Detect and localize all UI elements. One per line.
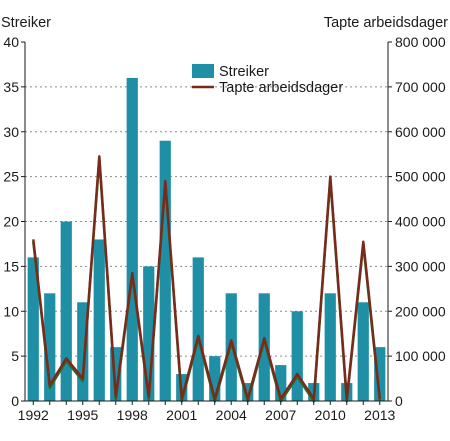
bar-2000: [159, 140, 171, 401]
left-tick-label: 5: [11, 348, 19, 364]
series-line-tapte-arbeidsdager: [32, 155, 382, 401]
bar-1998: [126, 77, 138, 402]
x-tick-label: 1992: [18, 407, 49, 423]
right-axis-title: Tapte arbeidsdager: [324, 15, 448, 31]
left-tick-label: 25: [3, 169, 19, 185]
left-tick-label: 0: [11, 393, 19, 409]
right-tick-label: 400 000: [395, 214, 446, 230]
left-axis-title: Streiker: [1, 15, 51, 31]
bar-2012: [357, 302, 369, 401]
line-series: [32, 155, 382, 403]
bar-1997: [110, 347, 122, 401]
x-tick-label: 2013: [364, 407, 395, 423]
bar-2006: [258, 293, 270, 401]
left-tick-label: 30: [3, 124, 19, 140]
right-tick-label: 800 000: [395, 34, 446, 50]
right-tick-label: 0: [395, 393, 403, 409]
left-tick-label: 40: [3, 34, 19, 50]
bar-2005: [242, 383, 254, 401]
bar-series: [27, 77, 386, 402]
x-tick-label: 2001: [166, 407, 197, 423]
bar-2002: [192, 257, 204, 401]
x-tick-label: 2007: [265, 407, 296, 423]
bar-1999: [143, 266, 155, 401]
bar-2010: [324, 293, 336, 401]
legend-label-streiker: Streiker: [219, 64, 269, 80]
x-tick-label: 2004: [216, 407, 247, 423]
legend: Streiker Tapte arbeidsdager: [192, 64, 343, 96]
right-tick-label: 500 000: [395, 169, 446, 185]
left-tick-label: 15: [3, 258, 19, 274]
x-tick-label: 2010: [315, 407, 346, 423]
axes: 0 5 10 15 20 25 30 35 40 0 100 000 200 000 300 000 40…: [3, 34, 445, 423]
bar-1995: [77, 302, 89, 401]
legend-label-tapte-arbeidsdager: Tapte arbeidsdager: [219, 80, 343, 96]
right-tick-label: 300 000: [395, 258, 446, 274]
bar-1996: [93, 239, 105, 401]
x-tick-label: 1995: [67, 407, 98, 423]
right-tick-label: 200 000: [395, 303, 446, 319]
right-tick-label: 600 000: [395, 124, 446, 140]
x-tick-label: 1998: [117, 407, 148, 423]
bar-2007: [275, 365, 287, 401]
right-tick-label: 100 000: [395, 348, 446, 364]
legend-swatch-streiker: [192, 64, 214, 78]
bar-2013: [374, 347, 386, 401]
left-tick-label: 10: [3, 303, 19, 319]
left-tick-label: 35: [3, 79, 19, 95]
left-tick-label: 20: [3, 214, 19, 230]
bar-1993: [44, 293, 56, 401]
bar-1994: [60, 221, 72, 401]
bar-2008: [291, 311, 303, 401]
bar-2003: [209, 356, 221, 401]
bar-1992: [27, 257, 39, 401]
right-tick-label: 700 000: [395, 79, 446, 95]
